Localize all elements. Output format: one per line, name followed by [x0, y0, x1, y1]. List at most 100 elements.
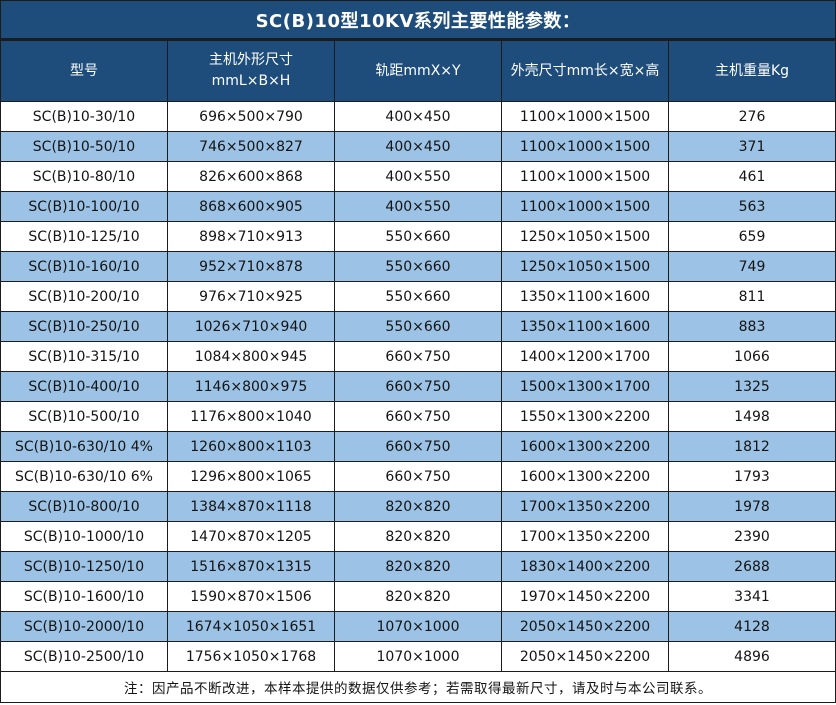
table-cell: 1384×870×1118 — [167, 491, 335, 522]
header-model: 型号 — [0, 40, 168, 102]
table-cell: 660×750 — [334, 431, 502, 462]
parameters-table: 型号 主机外形尺寸 mmL×B×H 轨距mmX×Y 外壳尺寸mm长×宽×高 主机… — [0, 40, 836, 703]
table-cell: 1590×870×1506 — [167, 581, 335, 612]
table-cell: 2390 — [668, 521, 836, 552]
table-row: SC(B)10-100/10 868×600×905 400×550 1100×100… — [0, 191, 836, 222]
table-cell: 898×710×913 — [167, 221, 335, 252]
table-row: SC(B)10-2500/10 1756×1050×1768 1070×1000 20… — [0, 641, 836, 672]
table-cell: 660×750 — [334, 341, 502, 372]
table-row: SC(B)10-50/10 746×500×827 400×450 1100×1000… — [0, 131, 836, 162]
table-cell: SC(B)10-630/10 4% — [0, 431, 168, 462]
table-cell: 1700×1350×2200 — [501, 491, 669, 522]
table-cell: SC(B)10-160/10 — [0, 251, 168, 282]
table-cell: 1350×1100×1600 — [501, 311, 669, 342]
table-cell: 1470×870×1205 — [167, 521, 335, 552]
table-cell: SC(B)10-800/10 — [0, 491, 168, 522]
table-cell: 1350×1100×1600 — [501, 281, 669, 312]
table-cell: 1100×1000×1500 — [501, 131, 669, 162]
table-cell: 1700×1350×2200 — [501, 521, 669, 552]
table-cell: 4896 — [668, 641, 836, 672]
table-cell: 2688 — [668, 551, 836, 582]
table-cell: SC(B)10-630/10 6% — [0, 461, 168, 492]
table-cell: 1793 — [668, 461, 836, 492]
footer-row: 注：因产品不断改进，本样本提供的数据仅供参考；若需取得最新尺寸，请及时与本公司联… — [0, 671, 836, 703]
table-cell: 2050×1450×2200 — [501, 641, 669, 672]
table-cell: 868×600×905 — [167, 191, 335, 222]
table-cell: 883 — [668, 311, 836, 342]
table-row: SC(B)10-800/10 1384×870×1118 820×820 1700×1… — [0, 491, 836, 522]
table-cell: 550×660 — [334, 311, 502, 342]
table-header: 型号 主机外形尺寸 mmL×B×H 轨距mmX×Y 外壳尺寸mm长×宽×高 主机… — [0, 40, 836, 102]
header-main-dimensions-label: 主机外形尺寸 — [209, 52, 293, 68]
table-body: SC(B)10-30/10 696×500×790 400×450 1100×1000… — [0, 101, 836, 672]
table-cell: 660×750 — [334, 371, 502, 402]
table-cell: 550×660 — [334, 281, 502, 312]
table-cell: 696×500×790 — [167, 101, 335, 132]
table-cell: SC(B)10-80/10 — [0, 161, 168, 192]
table-cell: 1978 — [668, 491, 836, 522]
table-cell: 1498 — [668, 401, 836, 432]
table-cell: 1500×1300×1700 — [501, 371, 669, 402]
header-model-label: 型号 — [70, 62, 98, 79]
table-cell: 1296×800×1065 — [167, 461, 335, 492]
header-rail-gauge: 轨距mmX×Y — [334, 40, 502, 102]
table-cell: 811 — [668, 281, 836, 312]
table-cell: 659 — [668, 221, 836, 252]
table-cell: SC(B)10-50/10 — [0, 131, 168, 162]
table-cell: SC(B)10-315/10 — [0, 341, 168, 372]
page-title: SC(B)10型10KV系列主要性能参数： — [0, 0, 836, 40]
table-cell: SC(B)10-1000/10 — [0, 521, 168, 552]
table-row: SC(B)10-80/10 826×600×868 400×550 1100×1000… — [0, 161, 836, 192]
table-cell: 400×450 — [334, 131, 502, 162]
table-cell: SC(B)10-1600/10 — [0, 581, 168, 612]
table-cell: 1070×1000 — [334, 611, 502, 642]
header-weight: 主机重量Kg — [668, 40, 836, 102]
table-cell: 550×660 — [334, 221, 502, 252]
table-cell: 1970×1450×2200 — [501, 581, 669, 612]
header-weight-label: 主机重量Kg — [714, 62, 790, 79]
table-cell: 820×820 — [334, 521, 502, 552]
table-cell: 1250×1050×1500 — [501, 251, 669, 282]
table-cell: 461 — [668, 161, 836, 192]
table-cell: 976×710×925 — [167, 281, 335, 312]
table-cell: 400×450 — [334, 101, 502, 132]
table-cell: 1066 — [668, 341, 836, 372]
table-cell: 826×600×868 — [167, 161, 335, 192]
table-row: SC(B)10-1600/10 1590×870×1506 820×820 1970×… — [0, 581, 836, 612]
table-row: SC(B)10-250/10 1026×710×940 550×660 1350×11… — [0, 311, 836, 342]
table-cell: 2050×1450×2200 — [501, 611, 669, 642]
table-cell: 660×750 — [334, 461, 502, 492]
table-cell: 1026×710×940 — [167, 311, 335, 342]
table-cell: SC(B)10-250/10 — [0, 311, 168, 342]
table-row: SC(B)10-2000/10 1674×1050×1651 1070×1000 20… — [0, 611, 836, 642]
table-cell: 4128 — [668, 611, 836, 642]
table-cell: SC(B)10-100/10 — [0, 191, 168, 222]
table-cell: 1600×1300×2200 — [501, 461, 669, 492]
table-cell: 276 — [668, 101, 836, 132]
page-title-text: SC(B)10型10KV系列主要性能参数： — [255, 10, 581, 32]
table-cell: SC(B)10-200/10 — [0, 281, 168, 312]
header-enclosure-dimensions-label: 外壳尺寸mm长×宽×高 — [510, 62, 660, 79]
header-enclosure-dimensions: 外壳尺寸mm长×宽×高 — [501, 40, 669, 102]
table-cell: SC(B)10-400/10 — [0, 371, 168, 402]
table-cell: 1260×800×1103 — [167, 431, 335, 462]
table-cell: 952×710×878 — [167, 251, 335, 282]
table-cell: 1100×1000×1500 — [501, 191, 669, 222]
table-cell: 400×550 — [334, 161, 502, 192]
table-cell: 820×820 — [334, 491, 502, 522]
table-cell: 550×660 — [334, 251, 502, 282]
table-cell: 1100×1000×1500 — [501, 101, 669, 132]
table-cell: 1146×800×975 — [167, 371, 335, 402]
table-cell: SC(B)10-1250/10 — [0, 551, 168, 582]
table-cell: 1250×1050×1500 — [501, 221, 669, 252]
table-footer: 注：因产品不断改进，本样本提供的数据仅供参考；若需取得最新尺寸，请及时与本公司联… — [0, 671, 836, 703]
table-cell: 1400×1200×1700 — [501, 341, 669, 372]
table-cell: 1070×1000 — [334, 641, 502, 672]
table-cell: 371 — [668, 131, 836, 162]
table-cell: 1176×800×1040 — [167, 401, 335, 432]
table-cell: 563 — [668, 191, 836, 222]
table-cell: 1600×1300×2200 — [501, 431, 669, 462]
table-cell: SC(B)10-500/10 — [0, 401, 168, 432]
table-row: SC(B)10-1250/10 1516×870×1315 820×820 1830×… — [0, 551, 836, 582]
table-cell: 1674×1050×1651 — [167, 611, 335, 642]
